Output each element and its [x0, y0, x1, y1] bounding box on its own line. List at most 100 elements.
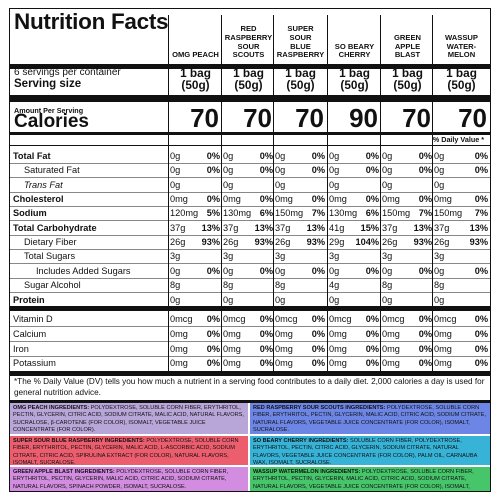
nutrient-amount: 3g: [329, 251, 340, 262]
column-divider: [380, 15, 381, 371]
nutrient-daily-value: 0%: [418, 165, 432, 176]
nutrient-amount: 0mg: [382, 358, 400, 369]
nutrient-amount: 0g: [329, 265, 340, 276]
nutrient-name: Trans Fat: [24, 179, 63, 190]
nutrient-amount: 120mg: [170, 208, 199, 219]
nutrient-amount: 0mg: [170, 343, 188, 354]
nutrient-name: Sugar Alcohol: [24, 280, 81, 291]
nutrient-daily-value: [433, 178, 488, 192]
nutrient-daily-value: [381, 293, 432, 307]
nutrient-daily-value: 0%: [311, 358, 325, 369]
nutrient-amount: 0g: [275, 151, 286, 161]
nutrient-daily-value: 0%: [311, 343, 325, 354]
nutrient-amount: 0g: [275, 165, 286, 176]
nutrient-daily-value: 0%: [365, 265, 379, 276]
row-divider: [10, 263, 490, 265]
nutrient-amount: 0mg: [382, 328, 400, 339]
nutrient-daily-value: 0%: [206, 265, 220, 276]
nutrient-amount: 0mg: [170, 194, 188, 205]
nutrient-daily-value: 0%: [474, 328, 488, 339]
nutrient-daily-value: 0%: [418, 265, 432, 276]
nutrient-amount: 8g: [382, 280, 393, 291]
ingredients-box: OMG PEACH INGREDIENTS: POLYDEXTROSE, SOL…: [10, 403, 248, 434]
nutrient-amount: 150mg: [434, 208, 463, 219]
nutrient-name: Vitamin D: [13, 314, 53, 324]
nutrient-daily-value: 13%: [413, 222, 432, 233]
nutrient-daily-value: 0%: [311, 265, 325, 276]
nutrient-name: Potassium: [13, 358, 56, 369]
nutrient-amount: 0mcg: [382, 314, 405, 324]
nutrient-daily-value: 93%: [201, 237, 220, 248]
nutrient-amount: 0mg: [275, 343, 293, 354]
calories-value: 70: [458, 103, 487, 133]
row-divider: [10, 355, 490, 357]
nutrient-amount: 0g: [170, 165, 181, 176]
column-divider: [327, 15, 328, 371]
nutrient-amount: 0mg: [434, 328, 452, 339]
nutrient-daily-value: 13%: [306, 222, 325, 233]
nutrient-daily-value: 13%: [201, 222, 220, 233]
nutrient-daily-value: 93%: [306, 237, 325, 248]
nutrient-amount: 26g: [382, 237, 398, 248]
nutrient-amount: 26g: [170, 237, 186, 248]
ingredients-text: POLYDEXTROSE, SOLUBLE CORN FIBER, ERYTHR…: [13, 438, 239, 465]
nutrient-daily-value: [169, 293, 220, 307]
row-divider: [10, 277, 490, 279]
calories-value: 70: [295, 103, 324, 133]
column-divider: [168, 15, 169, 371]
nutrient-daily-value: 0%: [474, 165, 488, 176]
nutrient-amount: 130mg: [223, 208, 252, 219]
nutrient-amount: 0g: [275, 179, 286, 190]
nutrient-row: Potassium 0mg 0% 0mg 0% 0mg 0% 0mg 0% 0mg 0% 0mg 0%: [10, 356, 490, 370]
product-header-4: SO BEARY CHERRY: [334, 41, 375, 60]
nutrient-daily-value: 0%: [365, 314, 379, 324]
nutrient-amount: 0mg: [223, 194, 241, 205]
nutrient-amount: 0g: [275, 265, 286, 276]
nutrient-amount: 0mg: [434, 343, 452, 354]
nutrient-daily-value: [274, 178, 325, 192]
nutrient-amount: 37g: [275, 222, 291, 233]
calories-label: Calories: [14, 111, 89, 132]
nutrient-daily-value: 5%: [206, 208, 220, 219]
nutrient-row: Protein 0g 0g 0g 0g 0g 0g: [10, 293, 490, 307]
nutrient-daily-value: 0%: [474, 343, 488, 354]
nutrient-name: Total Fat: [13, 151, 51, 161]
row-divider: [10, 340, 490, 342]
nutrient-name: Cholesterol: [13, 194, 64, 205]
nutrient-daily-value: 0%: [206, 194, 220, 205]
nutrient-daily-value: [381, 249, 432, 263]
nutrient-name: Dietary Fiber: [24, 237, 77, 248]
nutrient-name: Calcium: [13, 328, 47, 339]
nutrient-row: Calcium 0mg 0% 0mg 0% 0mg 0% 0mg 0% 0mg 0% 0mg 0%: [10, 327, 490, 342]
ingredients-name: OMG PEACH INGREDIENTS:: [13, 405, 91, 411]
nutrient-daily-value: [274, 278, 325, 292]
nutrient-amount: 0g: [329, 294, 340, 305]
nutrient-daily-value: 7%: [418, 208, 432, 219]
nutrient-daily-value: 0%: [474, 194, 488, 205]
nutrient-daily-value: [433, 278, 488, 292]
nutrient-amount: 0g: [382, 265, 393, 276]
ingredients-name: SO BEARY CHERRY INGREDIENTS:: [253, 438, 350, 444]
nutrient-amount: 3g: [275, 251, 286, 262]
ingredients-name: WASSUP WATERMELON INGREDIENTS:: [253, 469, 362, 475]
row-divider: [10, 177, 490, 179]
ingredients-box: SUPER SOUR BLUE RASPBERRY INGREDIENTS: P…: [10, 436, 248, 465]
nutrient-amount: 0g: [382, 294, 393, 305]
nutrient-row: Saturated Fat 0g 0% 0g 0% 0g 0% 0g 0% 0g 0% 0g 0%: [10, 163, 490, 179]
nutrient-daily-value: 0%: [365, 165, 379, 176]
serving-size-value: 1 bag (50g): [392, 66, 423, 92]
nutrient-daily-value: 0%: [259, 165, 273, 176]
nutrient-row: Vitamin D 0mcg 0% 0mcg 0% 0mcg 0% 0mcg 0% 0mcg 0% 0…: [10, 312, 490, 327]
nutrient-daily-value: 6%: [259, 208, 273, 219]
product-header-2: RED RASPBERRY SOUR SCOUTS: [224, 24, 273, 60]
nutrient-amount: 0mg: [329, 194, 347, 205]
nutrient-amount: 3g: [170, 251, 181, 262]
nutrient-daily-value: [274, 293, 325, 307]
nutrient-name: Sodium: [13, 208, 47, 219]
nutrient-daily-value: 0%: [206, 328, 220, 339]
nutrient-daily-value: 0%: [206, 314, 220, 324]
nutrient-daily-value: [222, 249, 273, 263]
column-divider: [221, 15, 222, 371]
nutrient-amount: 0mg: [170, 358, 188, 369]
nutrient-daily-value: 0%: [311, 328, 325, 339]
